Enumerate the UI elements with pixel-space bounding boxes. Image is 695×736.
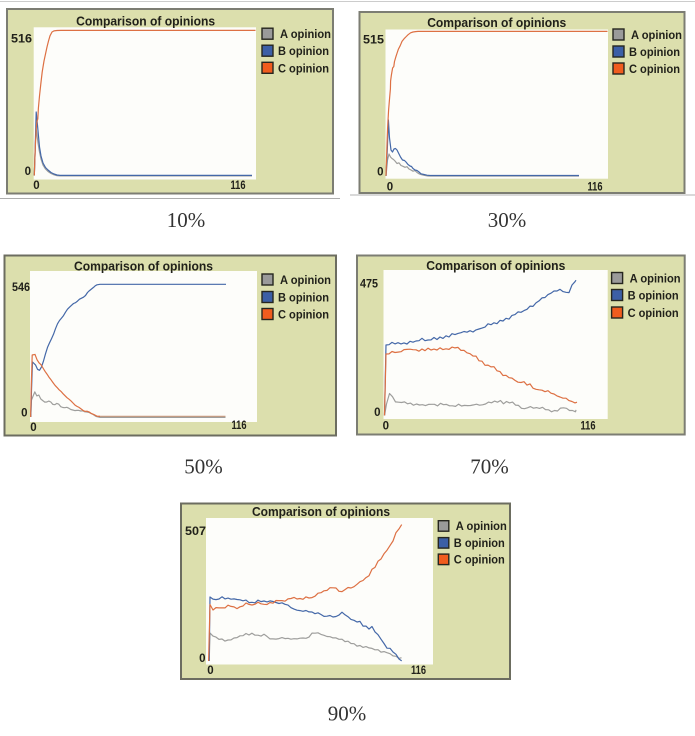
svg-text:0: 0 xyxy=(383,421,389,433)
svg-text:0: 0 xyxy=(33,180,39,192)
svg-text:475: 475 xyxy=(360,277,378,291)
svg-text:116: 116 xyxy=(411,665,426,677)
svg-text:A opinion: A opinion xyxy=(456,519,507,533)
svg-text:0: 0 xyxy=(207,665,213,677)
svg-text:C opinion: C opinion xyxy=(629,62,680,76)
svg-text:10%: 10% xyxy=(167,208,206,232)
svg-text:B opinion: B opinion xyxy=(629,45,680,59)
svg-text:Comparison of opinions: Comparison of opinions xyxy=(76,14,215,29)
svg-text:C opinion: C opinion xyxy=(278,61,329,75)
svg-text:C opinion: C opinion xyxy=(454,553,505,567)
svg-text:90%: 90% xyxy=(328,702,367,726)
svg-text:0: 0 xyxy=(377,167,383,179)
svg-text:A opinion: A opinion xyxy=(280,27,331,41)
svg-text:Comparison of opinions: Comparison of opinions xyxy=(252,504,390,519)
svg-text:50%: 50% xyxy=(184,455,223,479)
svg-text:B opinion: B opinion xyxy=(278,44,329,58)
svg-text:A opinion: A opinion xyxy=(280,273,331,287)
svg-text:30%: 30% xyxy=(488,208,527,232)
svg-text:B opinion: B opinion xyxy=(628,289,679,303)
svg-text:0: 0 xyxy=(387,182,393,194)
svg-text:Comparison of opinions: Comparison of opinions xyxy=(426,258,565,273)
svg-text:0: 0 xyxy=(21,408,27,420)
svg-text:116: 116 xyxy=(232,420,247,432)
svg-text:116: 116 xyxy=(588,182,603,194)
svg-text:A opinion: A opinion xyxy=(631,28,682,42)
svg-text:0: 0 xyxy=(374,407,380,419)
svg-text:C opinion: C opinion xyxy=(278,308,329,322)
svg-text:0: 0 xyxy=(199,653,205,665)
svg-text:507: 507 xyxy=(185,524,206,538)
svg-text:B opinion: B opinion xyxy=(454,536,505,550)
svg-text:116: 116 xyxy=(581,421,596,433)
svg-text:A opinion: A opinion xyxy=(630,272,681,286)
svg-text:B opinion: B opinion xyxy=(278,291,329,305)
svg-text:516: 516 xyxy=(11,32,32,46)
svg-text:C opinion: C opinion xyxy=(628,306,679,320)
svg-text:Comparison of opinions: Comparison of opinions xyxy=(427,15,566,30)
svg-text:546: 546 xyxy=(12,280,30,294)
svg-text:Comparison of opinions: Comparison of opinions xyxy=(74,259,213,274)
svg-text:0: 0 xyxy=(30,422,36,434)
svg-text:0: 0 xyxy=(25,166,31,178)
svg-text:116: 116 xyxy=(231,180,246,192)
svg-text:70%: 70% xyxy=(470,455,509,479)
svg-text:515: 515 xyxy=(363,33,384,47)
